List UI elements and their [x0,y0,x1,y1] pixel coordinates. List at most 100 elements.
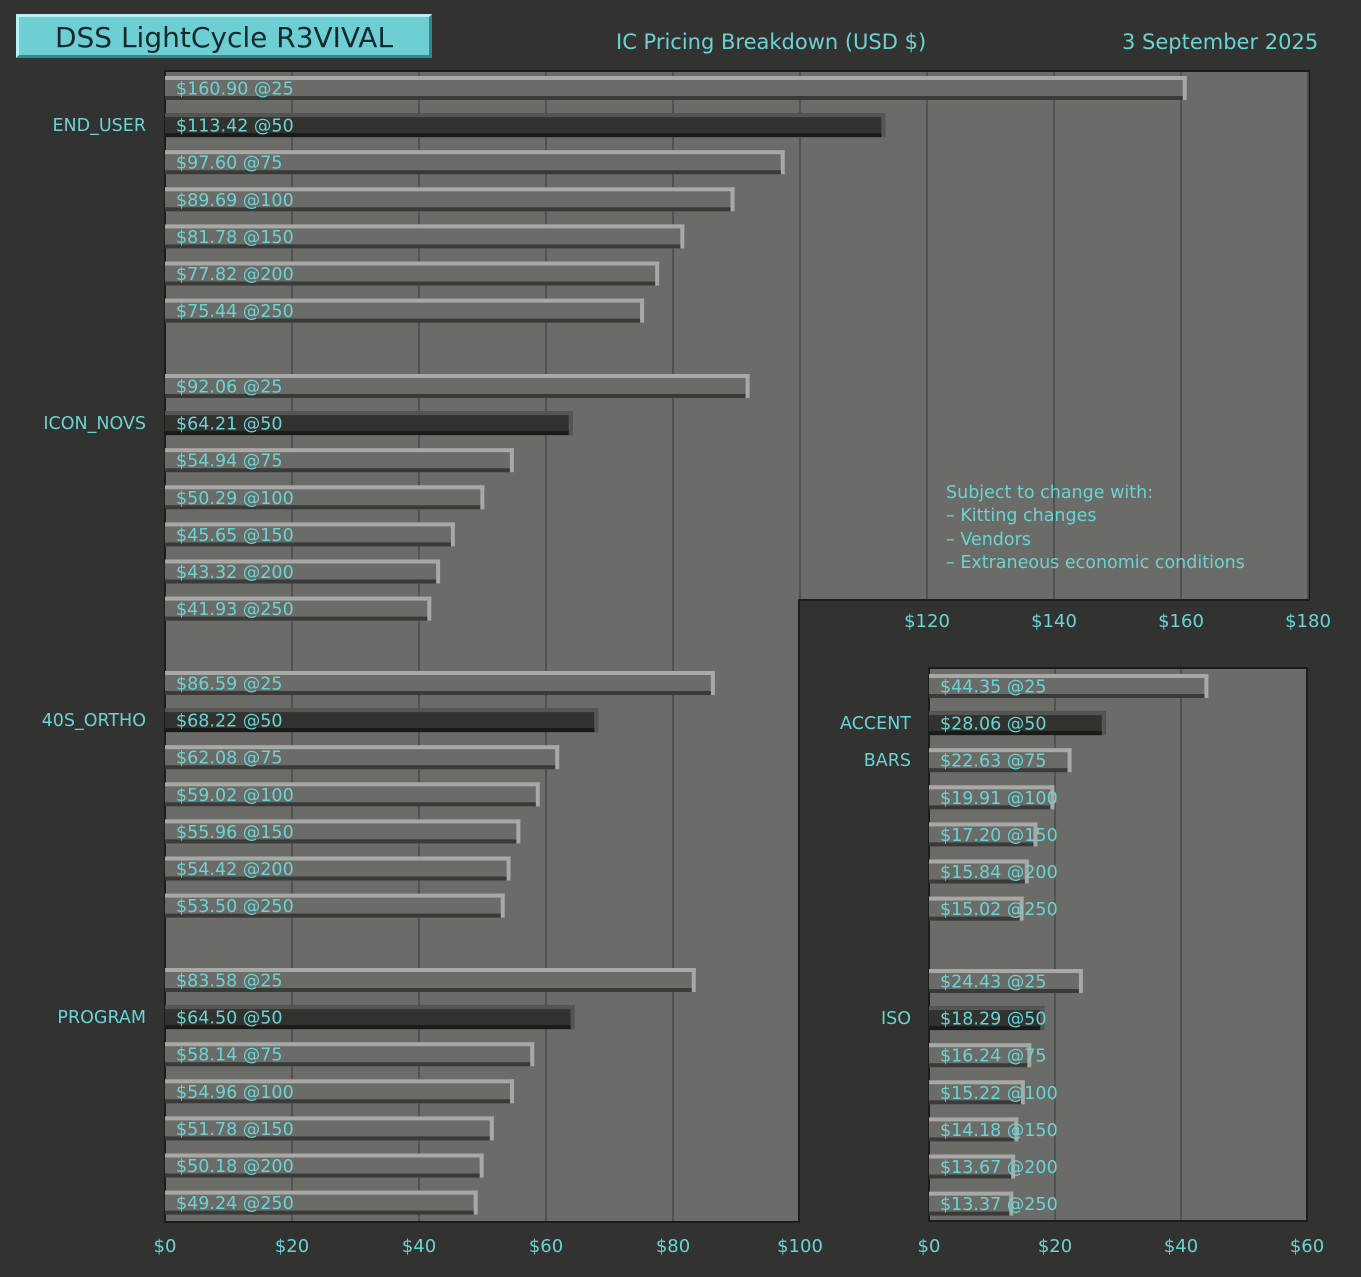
inset-bar-label: $15.02 @250 [940,900,1058,920]
inset-group-label: BARS [864,751,911,771]
bar-highlight [165,1005,575,1010]
bar-shadow [165,394,746,398]
bar-shadow [165,728,595,733]
inset-bar-highlight [929,711,1106,716]
bar-highlight [165,113,886,118]
bar-label: $50.18 @200 [176,1157,294,1177]
inset-bar-label: $15.84 @200 [940,863,1058,883]
bar-edge [516,819,521,844]
bar-highlight [165,1190,478,1195]
inset-bar-label: $14.18 @150 [940,1121,1058,1141]
inset-bar-label: $22.63 @75 [940,752,1047,772]
bar-highlight [165,968,696,972]
inset-group-label: ACCENT [840,714,911,734]
inset-bar-edge [1050,785,1055,810]
bar-label: $54.94 @75 [176,452,283,472]
bar-shadow [165,988,692,992]
bar-label: $41.93 @250 [176,600,294,620]
bar-label: $49.24 @250 [176,1194,294,1214]
bar-edge [680,224,685,249]
bar-shadow [165,505,481,510]
note-item: – Extraneous economic conditions [946,552,1245,573]
bar-highlight [165,1116,494,1121]
bar-label: $97.60 @75 [176,154,283,174]
x-tick-label: $40 [402,1236,436,1257]
inset-group-label: ISO [881,1009,911,1029]
bar-edge [450,522,455,547]
inset-bar-label: $16.24 @75 [940,1047,1047,1067]
inset-bar-edge [1024,859,1029,884]
bar-label: $51.78 @150 [176,1120,294,1140]
bar-edge [555,745,560,770]
bar-label: $68.22 @50 [176,712,283,732]
bar-highlight [165,745,560,750]
inset-bar-edge [1014,1117,1019,1142]
inset-bar-edge [1204,674,1209,698]
bar-shadow [165,468,510,473]
bar-highlight [165,298,645,303]
bar-edge [710,671,715,695]
bar-edge [489,1116,494,1141]
bar-edge [568,411,573,436]
bar-edge [473,1190,478,1215]
inset-bar-highlight [929,822,1038,827]
bar-highlight [165,411,573,416]
x-tick-label: $80 [656,1236,690,1257]
inset-bar-highlight [929,1191,1014,1196]
note-item: – Vendors [946,529,1031,550]
inset-bar-shadow [929,1174,1012,1179]
bar-shadow [165,616,428,621]
bar-highlight [165,76,1187,80]
inset-bar-label: $24.43 @25 [940,973,1047,993]
bar-highlight [165,485,485,490]
bar-highlight [165,893,505,898]
inset-bar-label: $13.67 @200 [940,1158,1058,1178]
inset-bar-highlight [929,785,1055,790]
chart-title: IC Pricing Breakdown (USD $) [616,30,927,54]
inset-x-tick-label: $40 [1164,1236,1198,1257]
bar-highlight [165,782,540,787]
bar-edge [509,1079,514,1104]
bar-edge [530,1042,535,1067]
bar-highlight [165,522,455,527]
x-tick-label: $160 [1158,611,1204,632]
bar-shadow [165,765,556,770]
app-title: DSS LightCycle R3VIVAL [54,21,394,54]
bar-label: $64.21 @50 [176,415,283,435]
bar-edge [500,893,505,918]
bar-highlight [165,708,599,713]
x-tick-label: $140 [1031,611,1077,632]
bar-highlight [165,559,441,564]
bar-edge [780,150,785,175]
inset-bar-edge [1020,1080,1025,1105]
inset-bar-shadow [929,731,1102,736]
bar-edge [436,559,441,584]
bar-edge [506,856,511,881]
inset-x-tick-label: $0 [918,1236,941,1257]
inset-bar-label: $28.06 @50 [940,715,1047,735]
group-label: 40S_ORTHO [42,711,146,731]
inset-bar-edge [1019,896,1024,921]
bar-shadow [165,96,1183,100]
bar-edge [655,261,660,286]
inset-bar-shadow [929,768,1068,773]
bar-label: $75.44 @250 [176,302,294,322]
bar-label: $55.96 @150 [176,823,294,843]
x-tick-label: $180 [1285,611,1331,632]
bar-highlight [165,187,735,192]
bar-shadow [165,207,731,212]
bar-highlight [165,374,750,378]
inset-bar-edge [1067,748,1072,773]
chart-date: 3 September 2025 [1122,30,1319,54]
bar-edge [640,298,645,323]
x-tick-label: $20 [275,1236,309,1257]
bar-highlight [165,671,715,675]
app-title-box: DSS LightCycle R3VIVAL [16,14,432,58]
bar-shadow [165,876,507,881]
bar-edge [480,485,485,510]
bar-label: $62.08 @75 [176,749,283,769]
bar-edge [479,1153,484,1178]
bar-label: $50.29 @100 [176,489,294,509]
bar-highlight [165,1153,484,1158]
bar-edge [745,374,750,398]
